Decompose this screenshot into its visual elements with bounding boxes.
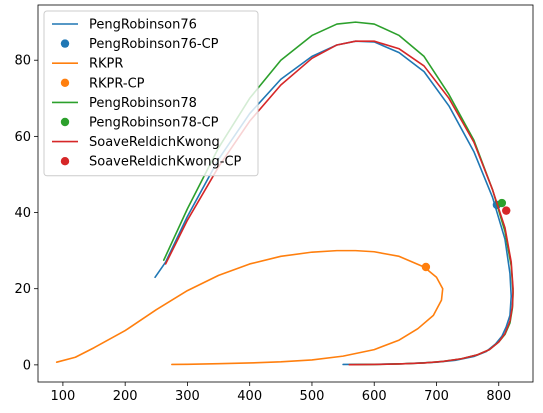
x-tick-label: 400 bbox=[237, 389, 262, 404]
data-point-pengrobinson78-cp bbox=[497, 198, 507, 208]
legend-label-rkpr-cp: RKPR-CP bbox=[89, 76, 145, 91]
y-tick-label: 20 bbox=[14, 282, 31, 297]
data-point-soavereldichkwong-cp bbox=[502, 206, 511, 215]
x-tick-label: 800 bbox=[486, 389, 511, 404]
axes-layer: 100 200 300 400 500 600 700 800 0 20 40 60 80 bbox=[14, 4, 534, 404]
x-tick-label: 700 bbox=[424, 389, 449, 404]
legend-label-pengrobinson78: PengRobinson78 bbox=[89, 96, 197, 111]
series-line-soavereldichkwong bbox=[164, 40, 514, 366]
series-layer bbox=[55, 21, 514, 366]
y-tick-label: 80 bbox=[14, 54, 31, 69]
legend: PengRobinson76 PengRobinson76-CP RKPR RKPR-… bbox=[43, 10, 259, 177]
legend-label-soavereldichkwong: SoaveReldichKwong bbox=[89, 135, 220, 150]
x-tick-label: 200 bbox=[113, 389, 138, 404]
y-tick-label: 0 bbox=[23, 358, 31, 373]
legend-label-pengrobinson76: PengRobinson76 bbox=[89, 18, 197, 33]
data-point-rkpr-cp bbox=[421, 262, 431, 272]
legend-label-rkpr: RKPR bbox=[89, 57, 123, 72]
x-tick-label: 100 bbox=[50, 389, 75, 404]
legend-swatch-pengrobinson78-cp bbox=[60, 117, 70, 127]
y-tick-label: 60 bbox=[14, 130, 31, 145]
x-tick-label: 600 bbox=[362, 389, 387, 404]
legend-swatch-soavereldichkwong-cp bbox=[60, 157, 70, 166]
x-tick-label: 500 bbox=[300, 389, 325, 404]
axes-frame bbox=[37, 4, 534, 383]
legend-label-pengrobinson78-cp: PengRobinson78-CP bbox=[89, 116, 219, 131]
legend-box bbox=[43, 10, 259, 177]
legend-swatch-rkpr-cp bbox=[60, 78, 70, 88]
x-tick-label: 300 bbox=[175, 389, 200, 404]
legend-label-pengrobinson76-cp: PengRobinson76-CP bbox=[89, 37, 219, 52]
legend-label-soavereldichkwong-cp: SoaveReldichKwong-CP bbox=[89, 155, 242, 170]
y-tick-label: 40 bbox=[14, 206, 31, 221]
legend-swatch-pengrobinson76-cp bbox=[60, 39, 70, 48]
